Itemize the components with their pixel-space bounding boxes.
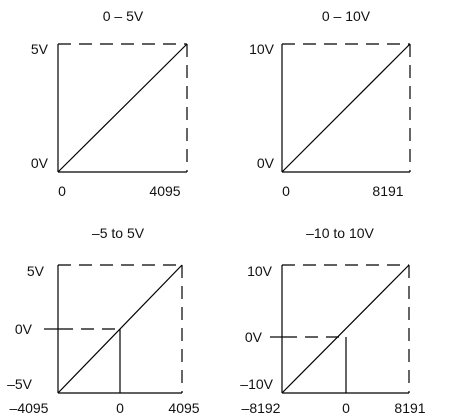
y-top-label: 10V: [249, 41, 275, 57]
y-bottom-label: 0V: [257, 155, 275, 171]
x-right-label: 8191: [372, 183, 403, 199]
transfer-line: [57, 43, 188, 173]
y-bottom-label: –10V: [240, 376, 273, 392]
panel-title: –10 to 10V: [306, 225, 374, 241]
panel-title: 0 – 5V: [103, 8, 144, 24]
panel-title: 0 – 10V: [322, 8, 371, 24]
y-top-label: 5V: [31, 41, 49, 57]
x-right-label: 8191: [394, 400, 425, 416]
y-mid-label: 0V: [15, 321, 33, 337]
x-mid-label: 0: [116, 400, 124, 416]
y-top-label: 10V: [247, 263, 273, 279]
y-mid-label: 0V: [245, 329, 263, 345]
x-right-label: 4095: [149, 183, 180, 199]
panel-0-5v: 0 – 5V 5V 0V 0 4095: [31, 8, 188, 199]
x-left-label: –8192: [242, 400, 281, 416]
y-bottom-label: 0V: [31, 155, 49, 171]
panel-title: –5 to 5V: [92, 225, 145, 241]
x-left-label: 0: [282, 183, 290, 199]
panel-neg10-to-10v: –10 to 10V 10V 0V –10V –8192 0 8191: [240, 225, 425, 416]
x-right-label: 4095: [168, 400, 199, 416]
transfer-line: [281, 43, 411, 173]
x-left-label: 0: [58, 183, 66, 199]
transfer-line: [281, 264, 410, 394]
panel-0-10v: 0 – 10V 10V 0V 0 8191: [249, 8, 411, 199]
transfer-line: [57, 264, 183, 394]
x-mid-label: 0: [342, 400, 350, 416]
panel-neg5-to-5v: –5 to 5V 5V 0V –5V –4095 0 4095: [7, 225, 200, 416]
y-top-label: 5V: [27, 263, 45, 279]
x-left-label: –4095: [10, 400, 49, 416]
y-bottom-label: –5V: [7, 376, 33, 392]
